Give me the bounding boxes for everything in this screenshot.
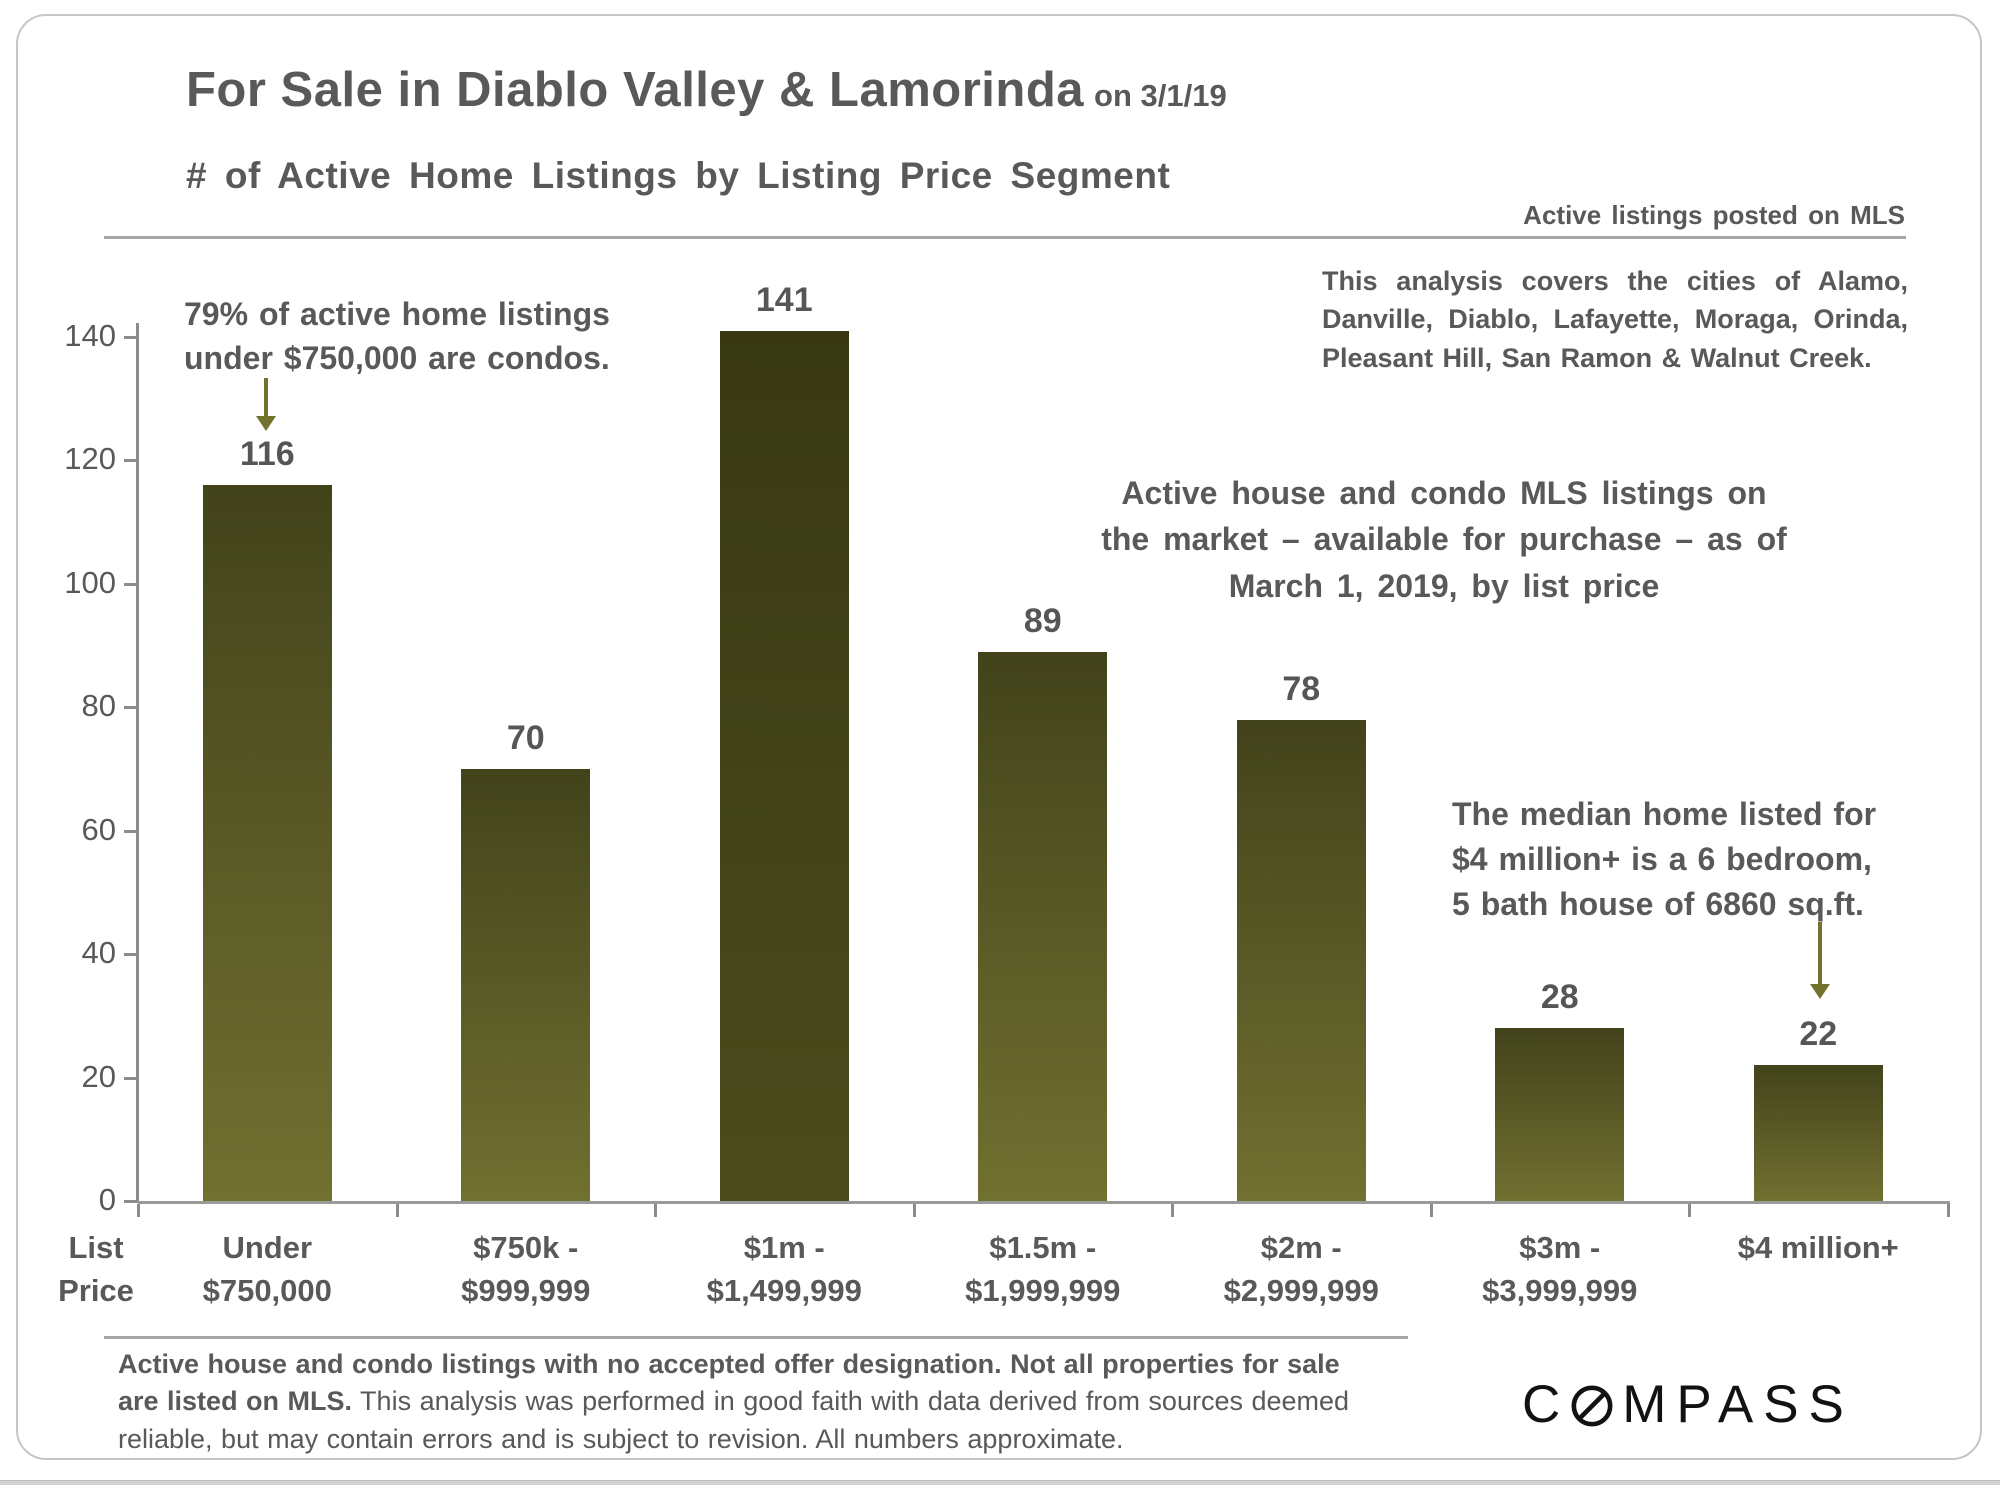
text-line: List: [68, 1230, 124, 1265]
text-line: 5 bath house of 6860 sq.ft.: [1452, 885, 1864, 922]
footer-bold: Active house and condo listings with no …: [118, 1349, 1340, 1417]
text-line: March 1, 2019, by list price: [1228, 567, 1660, 604]
text-line: The median home listed for: [1452, 796, 1877, 832]
down-arrow-condos: [256, 378, 276, 431]
median-home-annotation: The median home listed for $4 million+ is…: [1452, 792, 1876, 926]
chart-subtitle: # of Active Home Listings by Listing Pri…: [186, 155, 1171, 196]
title-text: For Sale in Diablo Valley & Lamorinda: [186, 63, 1085, 117]
title-date: on 3/1/19: [1094, 78, 1227, 113]
footer-regular: This analysis was performed in good fait…: [118, 1386, 1350, 1454]
arrow-head-icon: [256, 416, 276, 431]
text-line: 79% of active home listings: [184, 296, 610, 332]
text-line: the market – available for purchase – as…: [1101, 521, 1787, 558]
arrow-shaft: [264, 378, 268, 416]
logo-letter-c: C: [1522, 1375, 1571, 1434]
logo-letters-mpass: MPASS: [1622, 1375, 1854, 1434]
text-line: $4 million+ is a 6 bedroom,: [1452, 840, 1872, 877]
footer-disclaimer: Active house and condo listings with no …: [118, 1346, 1380, 1458]
mls-note: Active listings posted on MLS: [1523, 200, 1905, 230]
condos-annotation: 79% of active home listings under $750,00…: [184, 292, 610, 380]
footer-divider: [104, 1336, 1408, 1339]
page-title: For Sale in Diablo Valley & Lamorinda on …: [186, 62, 1227, 118]
arrow-head-icon: [1810, 984, 1830, 999]
listings-annotation: Active house and condo MLS listings on th…: [1052, 470, 1836, 609]
compass-logo: C MPASS: [1522, 1378, 1854, 1431]
coverage-note: This analysis covers the cities of Alamo…: [1322, 266, 1908, 373]
header-divider: [104, 236, 1906, 239]
compass-o-icon: [1571, 1385, 1613, 1426]
text-line: Active house and condo MLS listings on: [1121, 475, 1767, 511]
down-arrow-median: [1810, 922, 1830, 999]
x-axis-title: List Price: [36, 1227, 156, 1313]
window-bottom-edge: [0, 1480, 2000, 1485]
text-line: under $750,000 are condos.: [184, 340, 610, 377]
arrow-shaft: [1818, 922, 1822, 984]
text-line: Price: [58, 1272, 134, 1308]
